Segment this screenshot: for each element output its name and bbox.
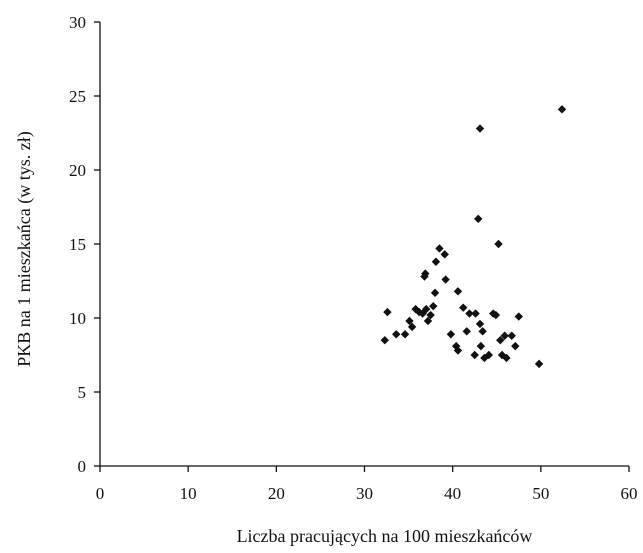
data-point	[453, 287, 463, 296]
data-point	[430, 288, 440, 298]
data-point	[405, 316, 414, 326]
y-tick-label: 0	[78, 457, 87, 476]
data-point	[491, 310, 501, 320]
x-tick-label: 30	[356, 484, 373, 503]
y-tick-label: 25	[69, 87, 86, 106]
y-tick-label: 20	[69, 161, 86, 180]
x-tick-label: 50	[532, 484, 549, 503]
data-point	[502, 353, 511, 363]
data-point	[476, 341, 486, 351]
axes	[99, 22, 629, 467]
data-point	[380, 336, 389, 345]
y-tick-label: 10	[69, 309, 86, 328]
x-tick-label: 0	[96, 484, 105, 503]
data-point	[465, 309, 474, 318]
data-point	[421, 269, 430, 278]
data-point	[441, 275, 450, 284]
data-point	[431, 257, 441, 266]
data-point	[494, 239, 503, 249]
data-point	[462, 327, 471, 336]
data-point	[407, 322, 417, 332]
data-point	[475, 319, 485, 329]
data-point	[475, 124, 485, 133]
data-point	[514, 312, 523, 321]
data-point	[470, 350, 479, 360]
data-point	[500, 331, 509, 340]
y-axis-title: PKB na 1 mieszkańca (w tys. zł)	[14, 131, 35, 366]
data-point	[459, 303, 468, 312]
data-point	[557, 105, 567, 114]
data-point	[474, 214, 483, 224]
x-tick-label: 10	[180, 484, 197, 503]
data-point	[440, 250, 449, 259]
data-point	[453, 346, 463, 355]
data-point	[471, 309, 480, 318]
data-point	[392, 330, 401, 339]
x-tick-label: 20	[268, 484, 285, 503]
data-point	[446, 330, 456, 339]
data-point	[383, 307, 392, 317]
data-point	[435, 244, 444, 253]
data-point	[429, 301, 438, 311]
data-point	[422, 304, 431, 314]
x-tick-label: 60	[621, 484, 638, 503]
data-point	[511, 341, 520, 351]
y-ticks: 0 5 10 15 20 25 30	[69, 13, 100, 476]
y-tick-label: 5	[78, 383, 87, 402]
data-point	[400, 330, 410, 339]
data-points	[380, 105, 567, 369]
data-point	[484, 350, 494, 360]
y-tick-label: 15	[69, 235, 86, 254]
x-tick-label: 40	[444, 484, 461, 503]
data-point	[496, 336, 505, 345]
data-point	[478, 327, 487, 336]
x-ticks: 0 10 20 30 40 50 60	[96, 466, 638, 503]
data-point	[426, 310, 435, 320]
data-point	[423, 316, 433, 326]
data-point	[534, 359, 544, 369]
x-axis-title: Liczba pracujących na 100 mieszkańców	[237, 526, 533, 546]
data-point	[507, 331, 516, 340]
y-tick-label: 30	[69, 13, 86, 32]
